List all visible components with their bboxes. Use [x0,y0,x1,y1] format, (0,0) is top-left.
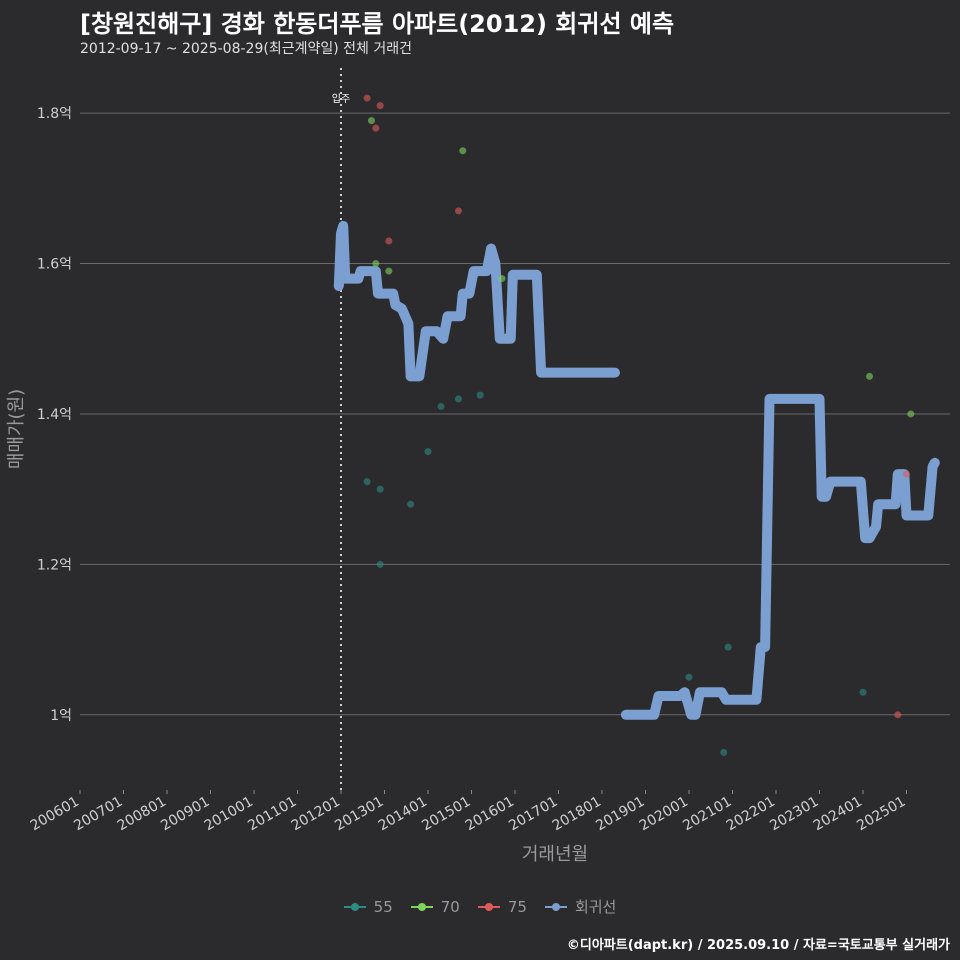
data-point-75 [903,470,910,478]
data-point-70 [372,260,380,268]
x-tick-label: 200801 [115,794,169,835]
legend-label: 회귀선 [574,898,617,916]
y-tick-label: 1.6억 [37,257,72,273]
data-point-55 [407,500,415,508]
data-point-55 [859,688,867,696]
data-point-55 [454,395,462,403]
data-point-75 [376,102,384,110]
x-axis-title: 거래년월 [522,844,588,865]
legend-key-icon [410,901,433,913]
move-in-label: 입주 [332,92,350,105]
x-tick-label: 201301 [332,794,386,835]
data-point-55 [476,391,484,399]
data-point-55 [376,560,384,568]
data-point-70 [907,410,915,418]
x-tick-label: 202301 [767,794,821,835]
data-point-70 [367,117,375,125]
legend-label: 70 [440,897,460,916]
y-tick-label: 1.4억 [37,407,72,423]
data-point-55 [376,485,384,493]
data-point-75 [454,207,462,215]
x-tick-label: 201901 [593,794,647,835]
data-point-70 [498,275,506,283]
y-tick-label: 1.2억 [37,557,72,573]
y-tick-label: 1.8억 [37,106,72,122]
x-tick-label: 202001 [637,794,691,835]
y-axis-title: 매매가(원) [6,389,27,469]
chart-title: [창원진해구] 경화 한동더푸름 아파트(2012) 회귀선 예측 [80,10,675,38]
data-point-75 [385,237,393,245]
data-point-70 [866,372,874,380]
data-point-55 [363,478,371,486]
regression-line [333,220,620,382]
x-tick-label: 202201 [724,794,778,835]
x-tick-label: 200601 [28,794,82,835]
chart-subtitle: 2012-09-17 ~ 2025-08-29(최근계약일) 전체 거래건 [80,41,412,57]
legend-label: 75 [507,897,527,916]
legend-label: 55 [373,897,393,916]
data-point-55 [720,748,728,756]
x-tick-label: 200701 [71,794,125,835]
legend-item-75[interactable]: 75 [477,896,527,917]
legend-item-regression[interactable]: 회귀선 [544,896,617,917]
regression-line [620,393,940,720]
legend-key-icon [544,901,567,913]
x-tick-label: 201601 [463,794,517,835]
data-point-55 [437,402,445,410]
data-point-75 [363,94,371,102]
x-tick-label: 201101 [245,794,299,835]
x-tick-label: 201201 [289,794,343,835]
data-credit: ©디아파트(dapt.kr) / 2025.09.10 / 자료=국토교통부 실… [566,938,950,953]
data-point-55 [685,673,693,681]
x-tick-label: 202101 [680,794,734,835]
legend-key-icon [343,901,366,913]
x-tick-label: 201501 [419,794,473,835]
data-point-75 [372,124,380,132]
y-tick-label: 1억 [50,708,72,724]
x-tick-label: 200901 [158,794,212,835]
x-tick-label: 202401 [811,794,865,835]
data-point-70 [459,147,467,155]
data-point-75 [894,711,902,719]
x-tick-label: 201701 [506,794,560,835]
data-point-55 [424,448,432,456]
x-tick-label: 202501 [854,794,908,835]
legend-item-55[interactable]: 55 [343,896,393,917]
legend-item-70[interactable]: 70 [410,896,460,917]
legend-key-icon [477,901,500,913]
legend: 55 70 75 회귀선 [0,896,960,917]
x-tick-label: 201401 [376,794,430,835]
x-tick-label: 201801 [550,794,604,835]
data-point-70 [385,267,393,275]
x-tick-label: 201001 [202,794,256,835]
data-point-55 [724,643,732,651]
